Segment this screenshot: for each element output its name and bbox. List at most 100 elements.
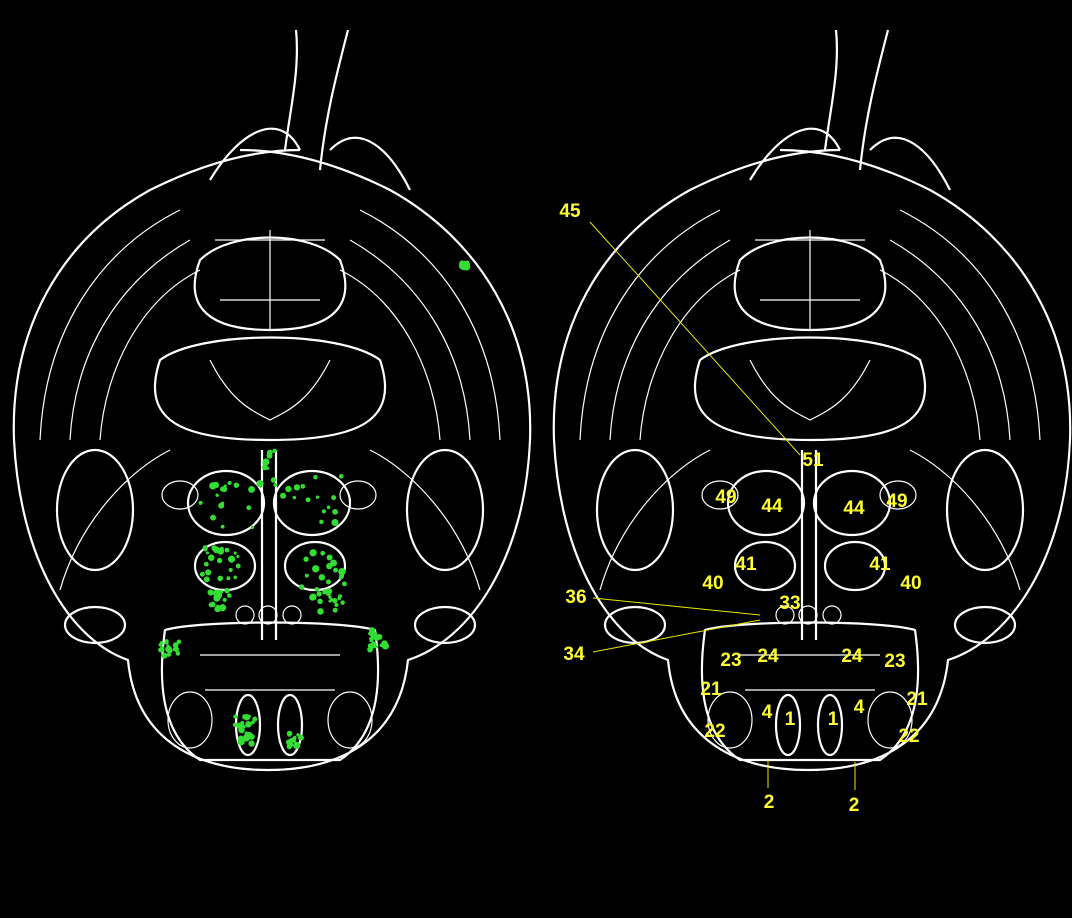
left-brain-section — [12, 29, 532, 772]
signal-dot — [237, 735, 245, 742]
signal-dot — [218, 502, 225, 509]
signal-dot — [332, 607, 338, 613]
signal-dot — [203, 561, 209, 567]
signal-dot — [334, 602, 339, 608]
signal-dot — [303, 556, 309, 562]
signal-dot — [293, 484, 301, 491]
signal-dot — [250, 525, 255, 530]
signal-dot — [300, 483, 306, 489]
signal-dot — [340, 600, 345, 605]
signal-dot — [261, 464, 268, 471]
signal-dot — [233, 575, 238, 580]
label-1-right: 1 — [828, 709, 839, 730]
signal-dot — [374, 645, 379, 649]
signal-dot — [312, 565, 320, 573]
signal-dot — [227, 480, 232, 486]
signal-dot — [219, 589, 224, 594]
signal-dot — [369, 638, 374, 643]
signal-dot — [232, 722, 238, 728]
signal-dot — [286, 730, 293, 737]
signal-dot — [210, 514, 217, 521]
signal-dot — [219, 547, 224, 552]
signal-dot — [233, 551, 237, 555]
signal-dot — [212, 481, 220, 489]
signal-dot — [228, 555, 236, 563]
label-51: 51 — [802, 450, 824, 471]
signal-dot — [209, 601, 216, 608]
signal-dot — [207, 589, 214, 596]
label-49-left: 49 — [715, 487, 736, 508]
signal-dot — [298, 734, 304, 741]
signal-dot — [243, 736, 249, 742]
label-36: 36 — [565, 587, 586, 608]
signal-dot — [215, 493, 219, 497]
label-21-left: 21 — [700, 679, 722, 700]
label-21-right: 21 — [906, 689, 928, 710]
signal-dot — [338, 474, 344, 479]
signal-dot — [228, 567, 233, 573]
signal-dot — [319, 519, 324, 525]
signal-dot — [159, 641, 164, 645]
signal-dot — [273, 483, 278, 487]
label-24-left: 24 — [757, 646, 779, 667]
green-signal-dots — [158, 260, 471, 750]
signal-dot — [245, 721, 252, 728]
signal-dot — [217, 575, 224, 582]
label-4-right: 4 — [854, 697, 865, 718]
signal-dot — [198, 500, 203, 505]
label-4-left: 4 — [762, 702, 773, 723]
signal-dot — [199, 571, 205, 577]
label-1-left: 1 — [785, 709, 796, 730]
signal-dot — [326, 505, 331, 510]
label-34: 34 — [563, 644, 585, 665]
signal-dot — [248, 485, 256, 493]
signal-dot — [333, 567, 339, 573]
label-33: 33 — [779, 593, 800, 614]
signal-dot — [262, 458, 270, 466]
leader-lines — [589, 221, 856, 790]
signal-dot — [224, 547, 230, 553]
signal-dot — [331, 495, 337, 501]
label-22-left: 22 — [704, 721, 725, 742]
signal-dot — [331, 518, 339, 527]
signal-dot — [326, 579, 331, 585]
signal-dot — [309, 593, 317, 601]
signal-dot — [309, 549, 317, 557]
signal-dot — [248, 733, 255, 740]
signal-dot — [252, 716, 258, 722]
signal-dot — [270, 477, 277, 483]
signal-dot — [305, 497, 311, 503]
signal-dot — [320, 550, 326, 556]
signal-dot — [256, 479, 264, 488]
signal-dot — [330, 598, 334, 602]
signal-dot — [235, 563, 241, 569]
label-44-right: 44 — [843, 498, 865, 519]
signal-dot — [172, 642, 179, 648]
signal-dot — [368, 631, 373, 636]
signal-dot — [176, 639, 182, 645]
signal-dot — [338, 567, 346, 576]
signal-dot — [298, 584, 305, 590]
signal-dot — [175, 651, 181, 656]
signal-dot — [292, 495, 297, 500]
signal-dot — [165, 645, 173, 653]
signal-dot — [313, 474, 318, 480]
signal-dot — [248, 740, 255, 747]
signal-dot — [246, 505, 252, 511]
signal-dot — [317, 608, 324, 615]
signal-dot — [205, 551, 209, 555]
label-49-right: 49 — [886, 491, 907, 512]
signal-dot — [328, 595, 332, 599]
signal-dot — [236, 554, 240, 559]
signal-dot — [338, 576, 342, 580]
signal-dot — [337, 594, 343, 599]
label-40-right: 40 — [900, 573, 921, 594]
signal-dot — [330, 559, 338, 567]
label-40-left: 40 — [702, 573, 723, 594]
signal-dot — [304, 573, 309, 578]
signal-dot — [367, 646, 373, 653]
label-44-left: 44 — [761, 496, 783, 517]
signal-dot — [216, 557, 223, 564]
left-section-outline — [12, 29, 532, 772]
